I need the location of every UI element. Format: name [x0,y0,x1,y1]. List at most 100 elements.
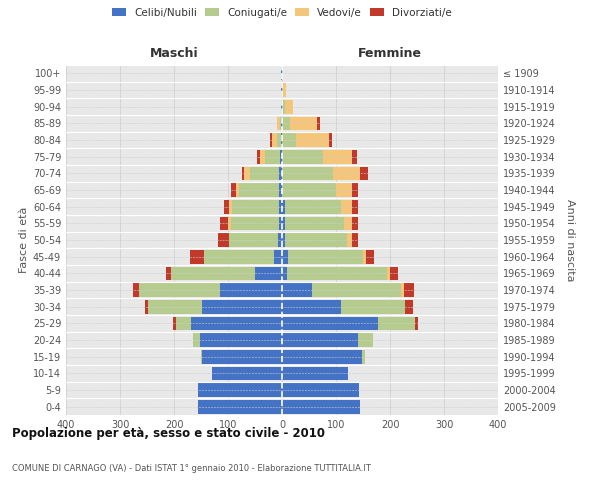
Bar [232,200,280,213]
Bar [282,300,341,314]
Bar [241,166,244,180]
Bar [278,233,282,247]
Bar [274,250,282,264]
Bar [239,183,280,197]
Bar [201,350,202,364]
Bar [282,250,289,264]
Bar [341,200,352,213]
Bar [285,100,293,114]
Bar [250,166,280,180]
Text: Popolazione per età, sesso e stato civile - 2010: Popolazione per età, sesso e stato civil… [12,428,325,440]
Bar [277,116,280,130]
Bar [352,200,358,213]
Bar [280,150,282,164]
Bar [202,350,282,364]
Bar [282,200,285,213]
Bar [265,150,280,164]
Bar [277,133,281,147]
Bar [352,216,358,230]
Bar [200,333,282,347]
Bar [282,283,312,297]
Bar [282,333,358,347]
Text: COMUNE DI CARNAGO (VA) - Dati ISTAT 1° gennaio 2010 - Elaborazione TUTTITALIA.IT: COMUNE DI CARNAGO (VA) - Dati ISTAT 1° g… [12,464,371,473]
Bar [352,183,358,197]
Bar [280,216,282,230]
Bar [280,116,281,130]
Bar [282,83,283,97]
Bar [341,300,405,314]
Bar [280,200,282,213]
Bar [358,333,373,347]
Bar [220,216,228,230]
Bar [347,233,352,247]
Bar [280,166,282,180]
Bar [198,383,282,397]
Bar [296,133,329,147]
Bar [218,233,229,247]
Bar [401,283,404,297]
Bar [133,283,139,297]
Bar [229,233,278,247]
Bar [236,183,239,197]
Bar [176,316,191,330]
Text: Maschi: Maschi [149,47,199,60]
Bar [362,350,365,364]
Bar [172,266,255,280]
Bar [282,383,359,397]
Bar [390,266,398,280]
Y-axis label: Anni di nascita: Anni di nascita [565,198,575,281]
Bar [224,200,229,213]
Bar [255,266,282,280]
Bar [204,250,274,264]
Bar [212,366,282,380]
Bar [317,116,320,130]
Bar [282,116,290,130]
Bar [173,316,176,330]
Bar [323,150,352,164]
Bar [282,266,287,280]
Bar [198,400,282,413]
Bar [285,216,344,230]
Bar [193,333,200,347]
Bar [282,350,362,364]
Bar [282,366,348,380]
Bar [229,200,232,213]
Bar [272,133,277,147]
Bar [282,150,323,164]
Bar [281,66,282,80]
Bar [231,216,280,230]
Bar [191,316,282,330]
Bar [415,316,418,330]
Y-axis label: Fasce di età: Fasce di età [19,207,29,273]
Bar [148,300,202,314]
Bar [352,150,356,164]
Bar [282,183,336,197]
Bar [366,250,374,264]
Bar [282,133,296,147]
Bar [289,250,363,264]
Bar [190,250,204,264]
Bar [230,183,236,197]
Bar [285,200,341,213]
Bar [282,216,285,230]
Bar [378,316,415,330]
Bar [405,300,413,314]
Bar [363,250,366,264]
Bar [388,266,390,280]
Bar [220,283,282,297]
Bar [290,116,317,130]
Bar [287,266,388,280]
Bar [139,283,220,297]
Bar [334,166,360,180]
Bar [329,133,332,147]
Bar [202,300,282,314]
Bar [282,100,285,114]
Bar [336,183,352,197]
Bar [352,233,358,247]
Bar [282,400,360,413]
Bar [360,166,368,180]
Bar [344,216,352,230]
Bar [283,83,286,97]
Text: Femmine: Femmine [358,47,422,60]
Bar [312,283,401,297]
